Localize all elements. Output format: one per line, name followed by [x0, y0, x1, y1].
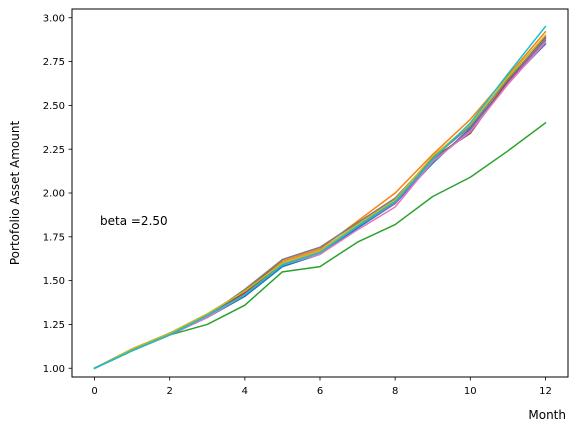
x-tick-label: 4	[242, 386, 248, 397]
y-tick-label: 3.00	[43, 13, 65, 24]
series-layer	[93, 25, 547, 370]
series-line-4	[93, 37, 547, 370]
x-axis-label: Month	[528, 408, 566, 422]
x-tick-label: 6	[317, 386, 323, 397]
y-tick-label: 1.75	[43, 232, 65, 243]
beta-annotation: beta =2.50	[100, 214, 168, 228]
y-tick-label: 1.25	[43, 320, 65, 331]
y-tick-label: 1.50	[43, 276, 65, 287]
plot-frame	[71, 8, 569, 378]
y-axis-ticks: 1.00 1.25 1.50 1.75 2.00 2.25 2.50 2.75 3.00	[43, 13, 72, 375]
y-tick-label: 2.50	[43, 101, 65, 112]
y-tick-label: 2.25	[43, 145, 65, 156]
x-tick-label: 8	[392, 386, 398, 397]
x-tick-label: 2	[167, 386, 173, 397]
x-tick-label: 12	[539, 386, 552, 397]
series-line-7	[93, 41, 547, 370]
series-line-9	[93, 34, 547, 370]
y-axis-label: Portofolio Asset Amount	[8, 121, 22, 266]
series-line-8	[93, 37, 547, 370]
series-line-2	[93, 30, 547, 370]
series-line-10	[93, 25, 547, 370]
y-tick-label: 2.00	[43, 189, 65, 200]
series-line-5	[93, 39, 547, 370]
series-line-3	[93, 121, 547, 370]
series-line-6	[93, 35, 547, 370]
x-tick-label: 0	[91, 386, 97, 397]
x-axis-ticks: 0 2 4 6 8 10 12	[91, 377, 552, 397]
x-tick-label: 10	[464, 386, 477, 397]
y-tick-label: 2.75	[43, 57, 65, 68]
series-line-1	[93, 42, 547, 370]
y-tick-label: 1.00	[43, 364, 65, 375]
